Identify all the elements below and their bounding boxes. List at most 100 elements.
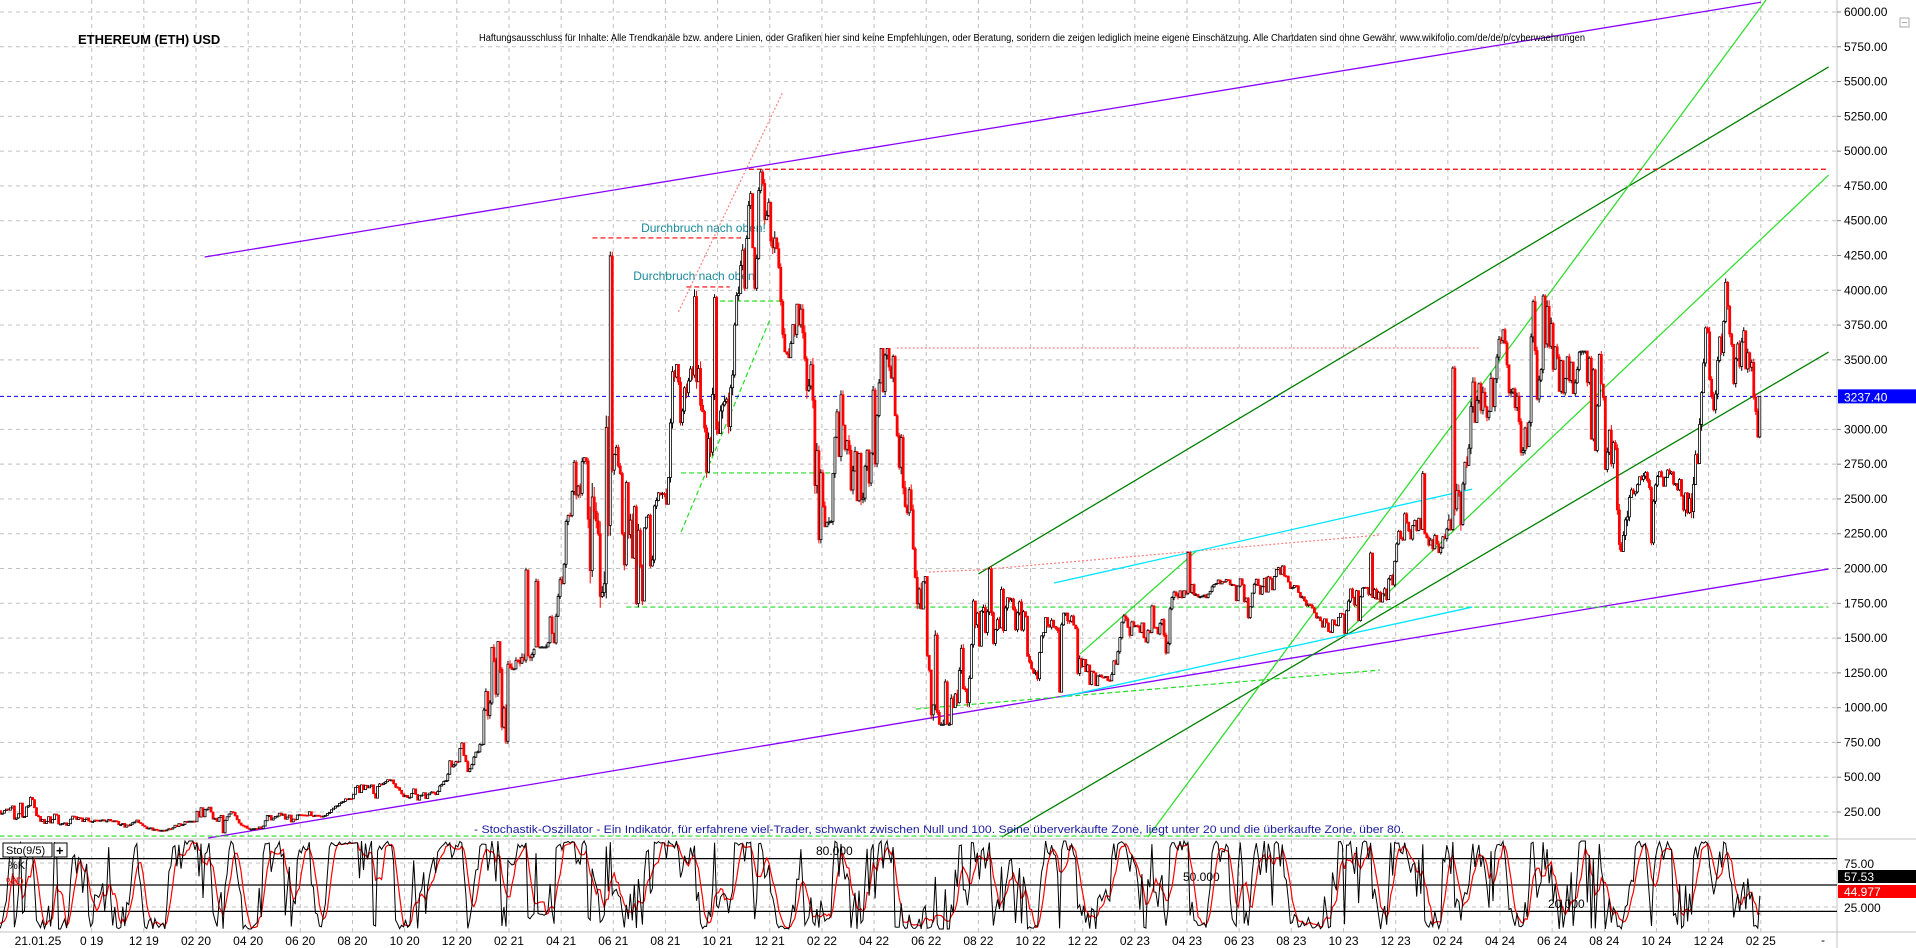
candle-body xyxy=(861,497,865,501)
candle xyxy=(1714,390,1718,414)
candle xyxy=(789,341,793,359)
candle-body xyxy=(241,824,245,827)
candle xyxy=(1066,612,1070,625)
candle xyxy=(1507,364,1511,396)
candle xyxy=(1315,612,1318,619)
candle-body xyxy=(227,813,231,818)
candle-body xyxy=(655,500,658,507)
candle xyxy=(1166,641,1170,654)
candle-body xyxy=(203,809,207,818)
candle-body xyxy=(265,815,269,822)
candle-body xyxy=(1497,338,1501,358)
candle-body xyxy=(735,295,739,326)
candle xyxy=(1642,472,1645,482)
candle-body xyxy=(141,823,145,827)
candle xyxy=(1539,368,1543,383)
candle xyxy=(217,816,221,822)
candle xyxy=(1062,612,1066,626)
candle-body xyxy=(1174,591,1178,596)
candle xyxy=(1395,542,1399,563)
candle-body xyxy=(382,782,385,785)
candle xyxy=(574,460,578,500)
candle xyxy=(29,796,32,807)
candle xyxy=(1228,579,1232,586)
candle-body xyxy=(1032,668,1035,674)
candle xyxy=(526,569,530,657)
candle-body xyxy=(967,677,971,704)
candle-body xyxy=(994,629,997,644)
candle-body xyxy=(1469,406,1473,449)
candle xyxy=(408,796,412,799)
candle xyxy=(428,792,432,796)
candle xyxy=(638,527,642,568)
candle xyxy=(805,356,809,399)
candle xyxy=(1654,483,1657,505)
candle xyxy=(598,521,602,608)
candle xyxy=(478,743,482,753)
candle xyxy=(462,742,466,757)
candle-body xyxy=(653,505,656,561)
candle-body xyxy=(1210,586,1214,592)
candle-body xyxy=(171,827,175,830)
candle-body xyxy=(1110,674,1114,682)
candle-body xyxy=(498,641,502,670)
candle xyxy=(841,390,845,426)
candle-body xyxy=(129,823,133,826)
candle xyxy=(233,811,237,817)
candle xyxy=(651,555,654,567)
candle-body xyxy=(530,654,534,659)
candle xyxy=(929,669,933,720)
minus-square-icon[interactable] xyxy=(1899,17,1910,28)
candle xyxy=(1092,670,1096,674)
candle xyxy=(394,783,398,789)
stoch-tick-label: 25.000 xyxy=(1844,901,1881,915)
candle-body xyxy=(546,642,550,648)
candle-body xyxy=(701,404,704,412)
candle xyxy=(1060,622,1064,693)
candle xyxy=(1337,616,1340,627)
candle-body xyxy=(326,813,329,816)
candle xyxy=(1272,575,1276,591)
candle xyxy=(225,816,229,821)
candle xyxy=(556,593,560,618)
candle xyxy=(1359,595,1362,622)
candle xyxy=(723,395,727,407)
candle-body xyxy=(1028,655,1031,663)
candle-body xyxy=(895,415,899,437)
candle-body xyxy=(261,825,265,830)
candle xyxy=(1399,530,1403,540)
candle-body xyxy=(957,670,961,704)
candle-body xyxy=(616,446,620,467)
candle-body xyxy=(1092,670,1096,674)
candle-body xyxy=(414,788,418,795)
candle xyxy=(342,800,345,803)
add-indicator-button[interactable]: + xyxy=(53,842,68,858)
candle xyxy=(683,386,686,414)
candle-body xyxy=(1700,392,1704,425)
candles xyxy=(0,168,1762,834)
candle xyxy=(372,784,375,795)
candle-body xyxy=(849,449,853,491)
candle xyxy=(1210,585,1214,593)
candle xyxy=(1132,620,1136,628)
candle xyxy=(825,521,829,528)
scroll-button[interactable]: - xyxy=(1821,933,1825,947)
candle xyxy=(289,814,293,823)
candle-body xyxy=(811,364,815,401)
candle xyxy=(263,820,267,827)
candle-body xyxy=(482,709,486,745)
candle xyxy=(1116,650,1120,666)
candle-body xyxy=(57,814,60,825)
indicator-label[interactable]: Sto(9/5) xyxy=(2,842,53,858)
candle-body xyxy=(330,809,333,813)
candle-body xyxy=(342,801,345,803)
candle xyxy=(586,458,590,529)
candle xyxy=(801,304,805,339)
candle-body xyxy=(813,399,817,486)
candle xyxy=(610,251,614,473)
x-tick-label: 10 22 xyxy=(1016,934,1046,948)
candle xyxy=(861,492,865,504)
candle-body xyxy=(45,821,48,824)
candle-body xyxy=(1577,351,1581,370)
